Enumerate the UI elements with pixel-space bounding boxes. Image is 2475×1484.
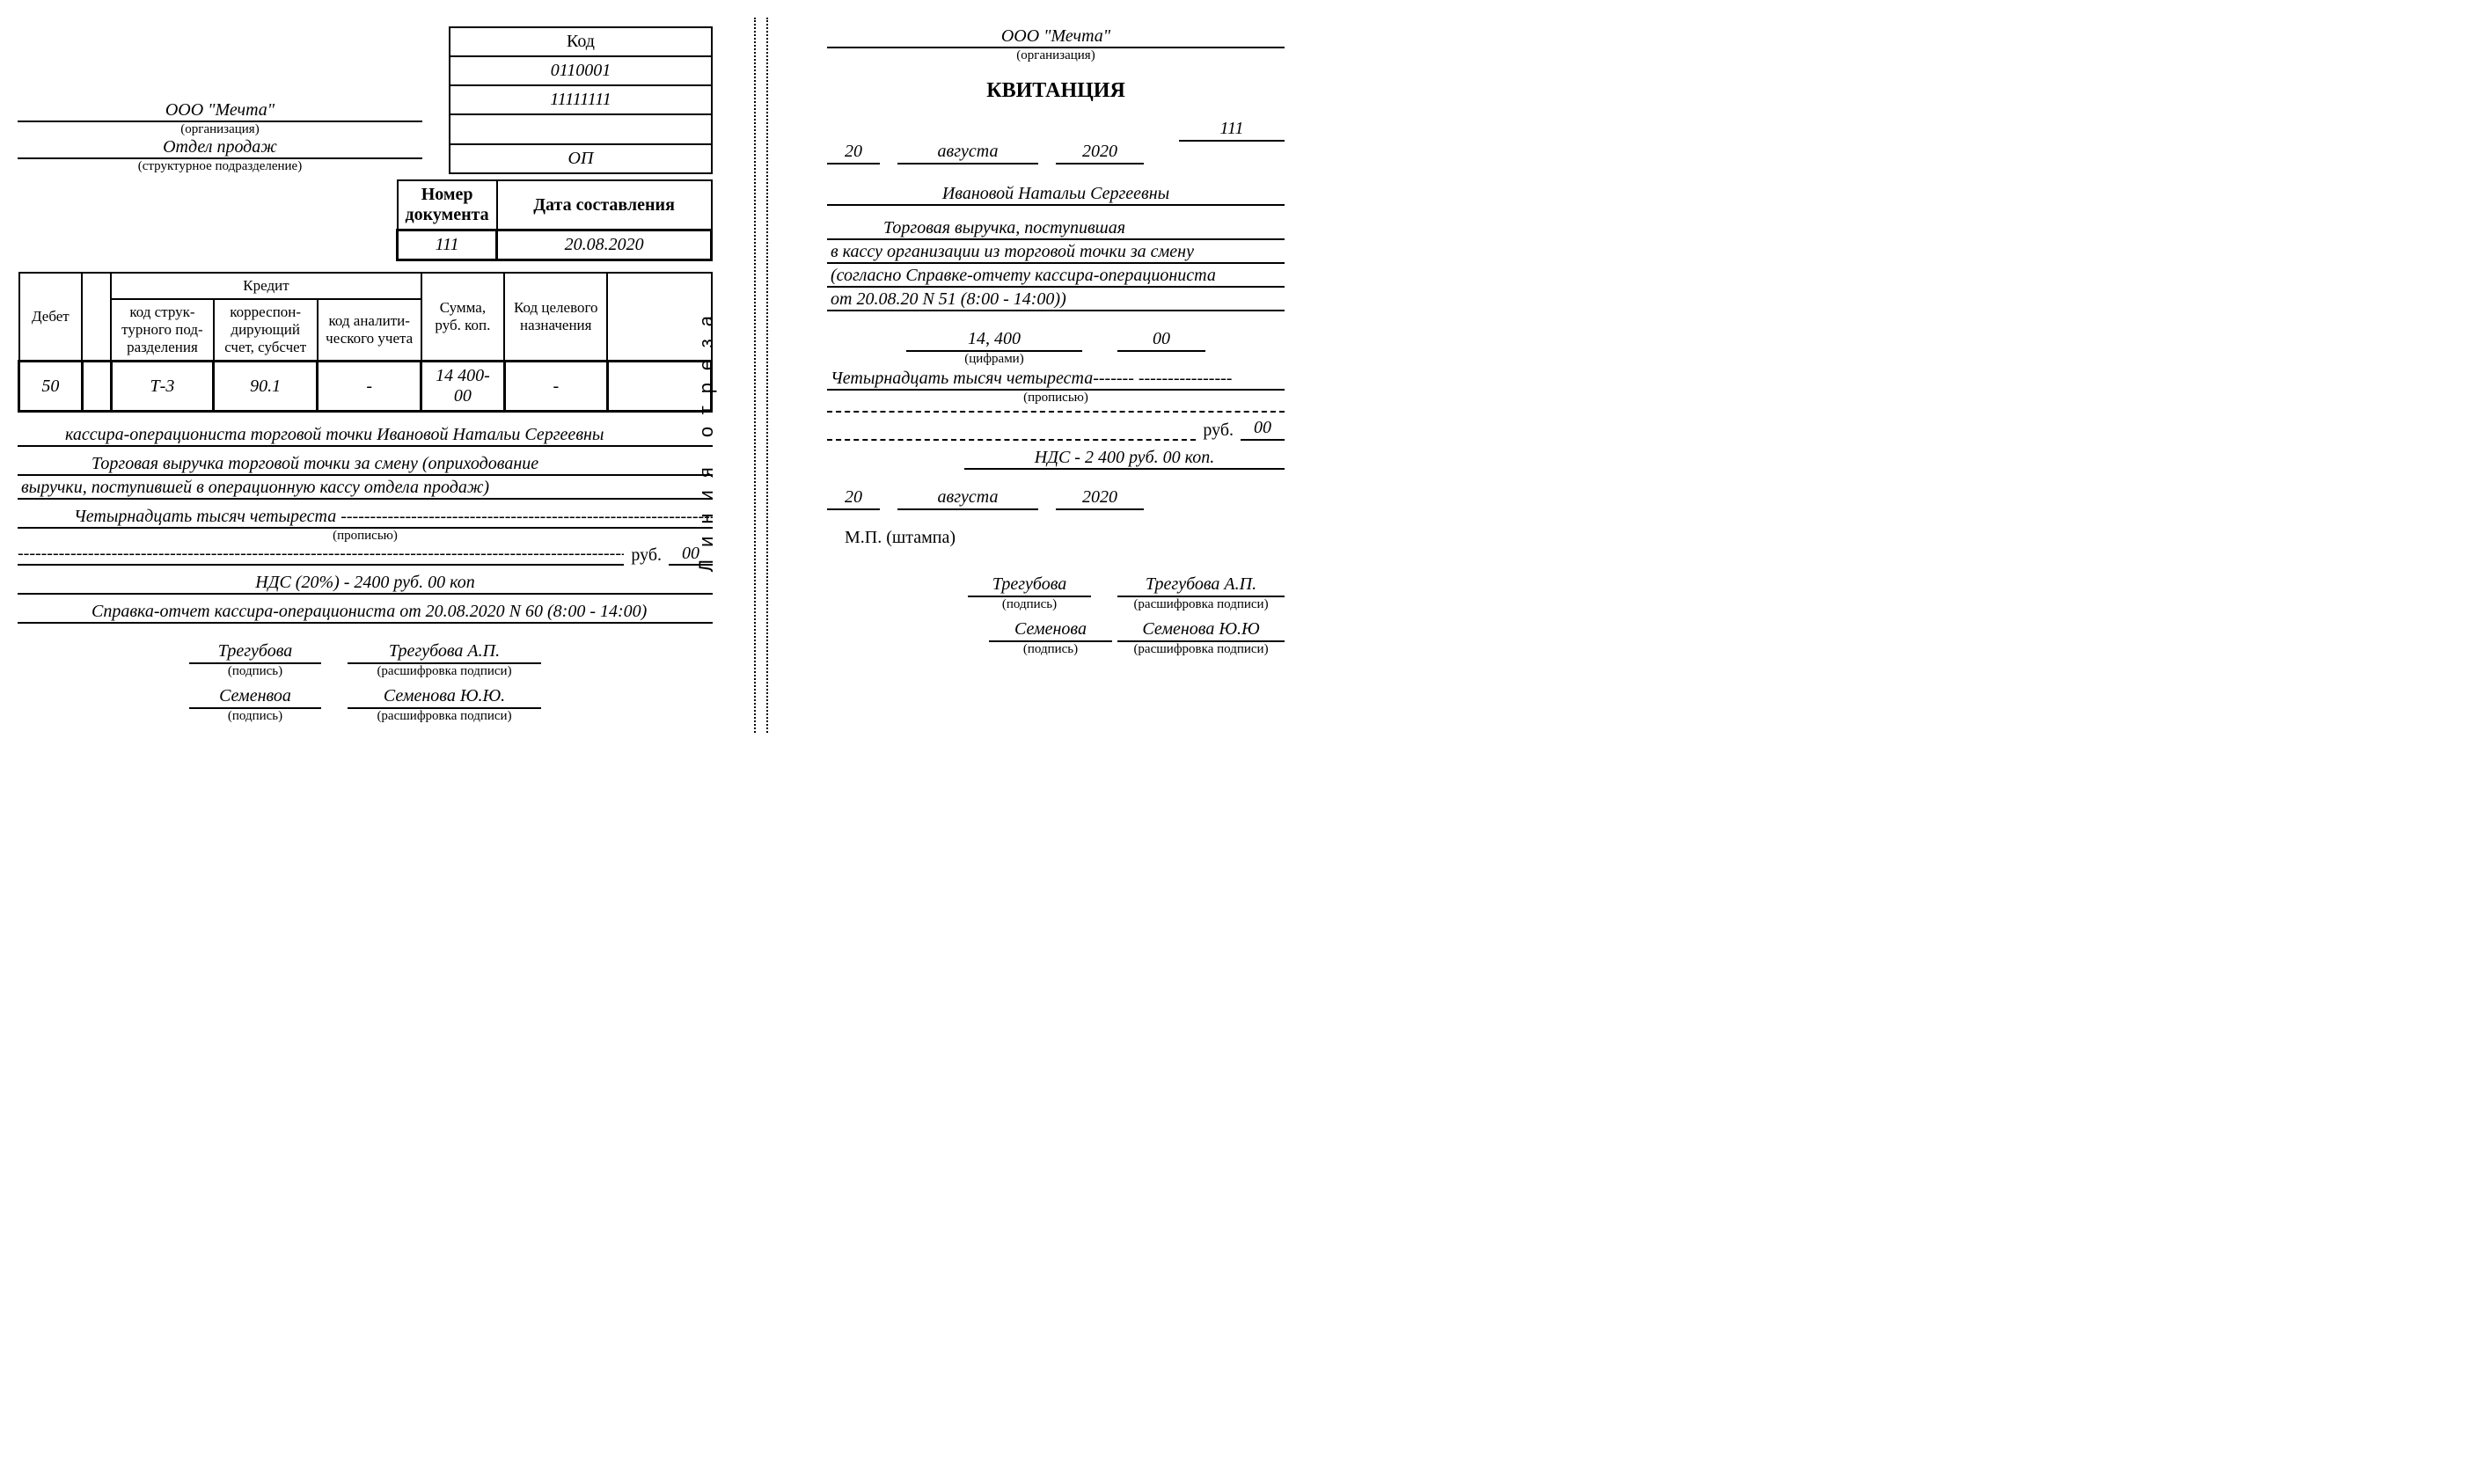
r-amt-num: 14, 400 <box>906 329 1082 352</box>
r-sub3: - <box>318 362 421 412</box>
th-sum: Сумма, руб. коп. <box>421 273 504 362</box>
r-date-year: 2020 <box>1056 142 1144 164</box>
r-basis2: в кассу организации из торговой точки за… <box>827 240 1285 264</box>
sig2-sign: Семенвоа <box>189 686 321 709</box>
r-sig-row2: Семенова (подпись) Семенова Ю.Ю (расшифр… <box>827 619 1285 657</box>
r-basis1: Торговая выручка, поступившая <box>827 216 1285 240</box>
receipt-section: ООО "Мечта" (организация) КВИТАНЦИЯ 111 … <box>801 18 1293 733</box>
r-sig1-sign: Трегубова <box>968 574 1091 597</box>
dept-name: Отдел продаж <box>18 137 422 159</box>
receipt-title: КВИТАНЦИЯ <box>827 79 1285 103</box>
th-sub1: код струк- турного под- разделения <box>111 299 213 362</box>
sig1-decode: Трегубова А.П. <box>348 641 541 664</box>
r-sig-row1: Трегубова (подпись) Трегубова А.П. (расш… <box>827 574 1285 612</box>
sig2-decode-sub: (расшифровка подписи) <box>348 709 541 724</box>
r-rub-label: руб. <box>1203 420 1234 441</box>
sig1-sign: Трегубова <box>189 641 321 664</box>
r-docnum: 111 <box>1179 119 1285 142</box>
line-from: кассира-операциониста торговой точки Ива… <box>18 423 713 447</box>
sig2-sub: (подпись) <box>189 709 321 724</box>
r-amt-kop: 00 <box>1117 329 1205 352</box>
docnum-header: Номердокумента <box>398 180 497 230</box>
organization-block: ООО "Мечта" (организация) Отдел продаж (… <box>18 56 422 174</box>
org-sublabel: (организация) <box>18 122 422 137</box>
th-debit: Дебет <box>19 273 83 362</box>
cash-order-section: ООО "Мечта" (организация) Отдел продаж (… <box>18 18 721 733</box>
words-sublabel: (прописью) <box>18 529 713 544</box>
r-words-sub: (прописью) <box>827 391 1285 406</box>
signature-row-1: Трегубова (подпись) Трегубова А.П. (расш… <box>18 641 713 679</box>
line-basis1: Торговая выручка торговой точки за смену… <box>18 452 713 476</box>
doc-number-table: Номердокумента Дата составления 111 20.0… <box>396 179 713 261</box>
th-credit: Кредит <box>111 273 421 299</box>
th-sub3: код аналити- ческого учета <box>318 299 421 362</box>
code-blank <box>450 114 712 144</box>
tear-divider: Линия отреза <box>721 18 801 733</box>
r-date-day: 20 <box>827 142 880 164</box>
th-blank1 <box>82 273 111 362</box>
nds-line: НДС (20%) - 2400 руб. 00 коп <box>18 571 713 595</box>
dash-fill: ----------------------------------------… <box>18 544 624 566</box>
sig1-sub: (подпись) <box>189 664 321 679</box>
r-dash1 <box>827 411 1285 413</box>
r-basis4: от 20.08.20 N 51 (8:00 - 14:00)) <box>827 288 1285 311</box>
r-org-name: ООО "Мечта" <box>827 26 1285 48</box>
code-okpo: 11111111 <box>450 85 712 114</box>
r-sum: 14 400-00 <box>421 362 504 412</box>
r-stamp: М.П. (штампа) <box>845 528 1285 548</box>
docdate-header: Дата составления <box>497 180 712 230</box>
r-date2-year: 2020 <box>1056 487 1144 510</box>
r-sig2-decode-sub: (расшифровка подписи) <box>1117 642 1285 657</box>
r-sub1: Т-3 <box>111 362 213 412</box>
r-sub2: 90.1 <box>214 362 318 412</box>
code-header: Код <box>450 27 712 56</box>
r-sig2-decode: Семенова Ю.Ю <box>1117 619 1285 642</box>
signature-row-2: Семенвоа (подпись) Семенова Ю.Ю. (расшиф… <box>18 686 713 724</box>
th-sub2: корреспон- дирующий счет, субсчет <box>214 299 318 362</box>
org-name: ООО "Мечта" <box>18 100 422 122</box>
document-page: ООО "Мечта" (организация) Отдел продаж (… <box>18 18 2457 733</box>
r-date2-month: августа <box>897 487 1038 510</box>
doc-date: 20.08.2020 <box>497 230 712 260</box>
r-sig1-decode: Трегубова А.П. <box>1117 574 1285 597</box>
sig1-decode-sub: (расшифровка подписи) <box>348 664 541 679</box>
r-dash2 <box>827 439 1196 441</box>
r-org-sub: (организация) <box>827 48 1285 63</box>
r-sig2-sign: Семенова <box>989 619 1112 642</box>
rub-label: руб. <box>631 545 662 566</box>
r-sig1-sub: (подпись) <box>968 597 1091 612</box>
attach-line: Справка-отчет кассира-операциониста от 2… <box>18 600 713 624</box>
accounting-table: Дебет Кредит Сумма, руб. коп. Код целево… <box>18 272 713 413</box>
r-date-month: августа <box>897 142 1038 164</box>
r-kop-val: 00 <box>1241 418 1285 441</box>
code-table: Код 0110001 11111111 ОП <box>449 26 713 174</box>
r-debit: 50 <box>19 362 83 412</box>
r-date2-day: 20 <box>827 487 880 510</box>
code-form: 0110001 <box>450 56 712 85</box>
th-target: Код целевого назначения <box>504 273 607 362</box>
line-words: Четырнадцать тысяч четыреста -----------… <box>18 505 713 529</box>
code-unit: ОП <box>450 144 712 173</box>
divider-label: Линия отреза <box>695 303 718 572</box>
sig2-decode: Семенова Ю.Ю. <box>348 686 541 709</box>
r-basis3: (согласно Справке-отчету кассира-операци… <box>827 264 1285 288</box>
r-sig2-sub: (подпись) <box>989 642 1112 657</box>
r-words: Четырнадцать тысяч четыреста------- ----… <box>827 367 1285 391</box>
r-b1 <box>82 362 111 412</box>
line-basis2: выручки, поступившей в операционную касс… <box>18 476 713 500</box>
doc-num: 111 <box>398 230 497 260</box>
r-target: - <box>504 362 607 412</box>
dept-sublabel: (структурное подразделение) <box>18 159 422 174</box>
r-sig1-decode-sub: (расшифровка подписи) <box>1117 597 1285 612</box>
r-amt-num-sub: (цифрами) <box>906 352 1082 367</box>
r-nds: НДС - 2 400 руб. 00 коп. <box>964 446 1285 470</box>
r-person: Ивановой Натальи Сергеевны <box>827 182 1285 206</box>
